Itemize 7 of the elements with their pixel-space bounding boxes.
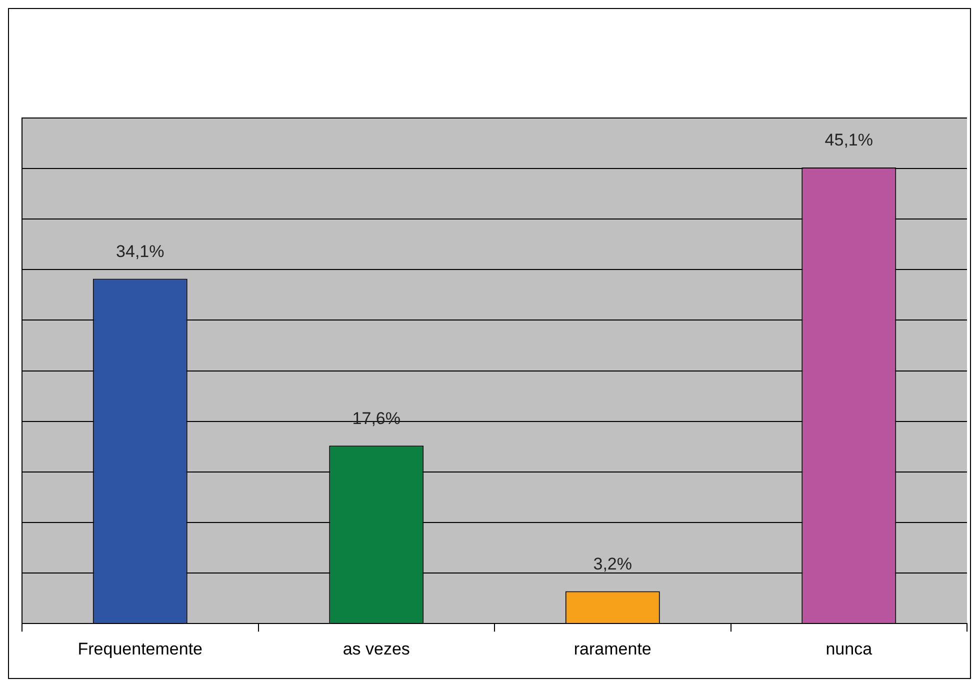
data-label: 34,1% — [116, 242, 164, 261]
data-label: 45,1% — [824, 130, 873, 150]
x-tick-label: nunca — [826, 639, 873, 658]
x-tick-label: raramente — [574, 639, 652, 658]
x-tick-label: Frequentemente — [78, 639, 202, 658]
data-label: 3,2% — [593, 554, 632, 574]
x-tick-label: as vezes — [342, 639, 410, 658]
